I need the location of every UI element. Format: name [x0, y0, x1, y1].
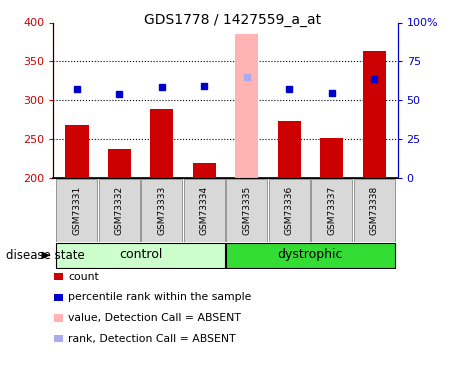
Text: GSM73332: GSM73332	[115, 186, 124, 235]
Text: GSM73336: GSM73336	[285, 186, 294, 235]
Text: GSM73338: GSM73338	[370, 186, 379, 235]
Bar	[150, 109, 173, 178]
Bar	[193, 163, 216, 178]
Text: GSM73331: GSM73331	[73, 186, 81, 235]
Bar	[56, 243, 225, 267]
Text: rank, Detection Call = ABSENT: rank, Detection Call = ABSENT	[68, 334, 236, 344]
Bar	[65, 125, 88, 178]
Bar	[354, 179, 395, 242]
Bar	[184, 179, 225, 242]
Bar	[363, 51, 386, 178]
Bar	[99, 179, 140, 242]
Text: value, Detection Call = ABSENT: value, Detection Call = ABSENT	[68, 313, 241, 323]
Text: GSM73334: GSM73334	[200, 186, 209, 235]
Bar	[54, 273, 63, 280]
Text: dystrophic: dystrophic	[278, 248, 343, 261]
Bar	[56, 179, 97, 242]
Bar	[312, 179, 352, 242]
Bar	[54, 294, 63, 301]
Bar	[226, 243, 395, 267]
Text: percentile rank within the sample: percentile rank within the sample	[68, 292, 252, 302]
Bar	[54, 314, 63, 322]
Bar	[141, 179, 182, 242]
Text: control: control	[119, 248, 162, 261]
Text: GSM73333: GSM73333	[157, 186, 166, 235]
Bar	[320, 138, 344, 178]
Text: GSM73335: GSM73335	[242, 186, 251, 235]
Bar	[235, 34, 259, 178]
Bar	[226, 179, 267, 242]
Bar	[269, 179, 310, 242]
Text: disease state: disease state	[6, 249, 85, 262]
Text: GDS1778 / 1427559_a_at: GDS1778 / 1427559_a_at	[144, 13, 321, 27]
Text: GSM73337: GSM73337	[327, 186, 336, 235]
Text: count: count	[68, 272, 99, 282]
Bar	[54, 335, 63, 342]
Bar	[107, 149, 131, 178]
Bar	[278, 120, 301, 178]
